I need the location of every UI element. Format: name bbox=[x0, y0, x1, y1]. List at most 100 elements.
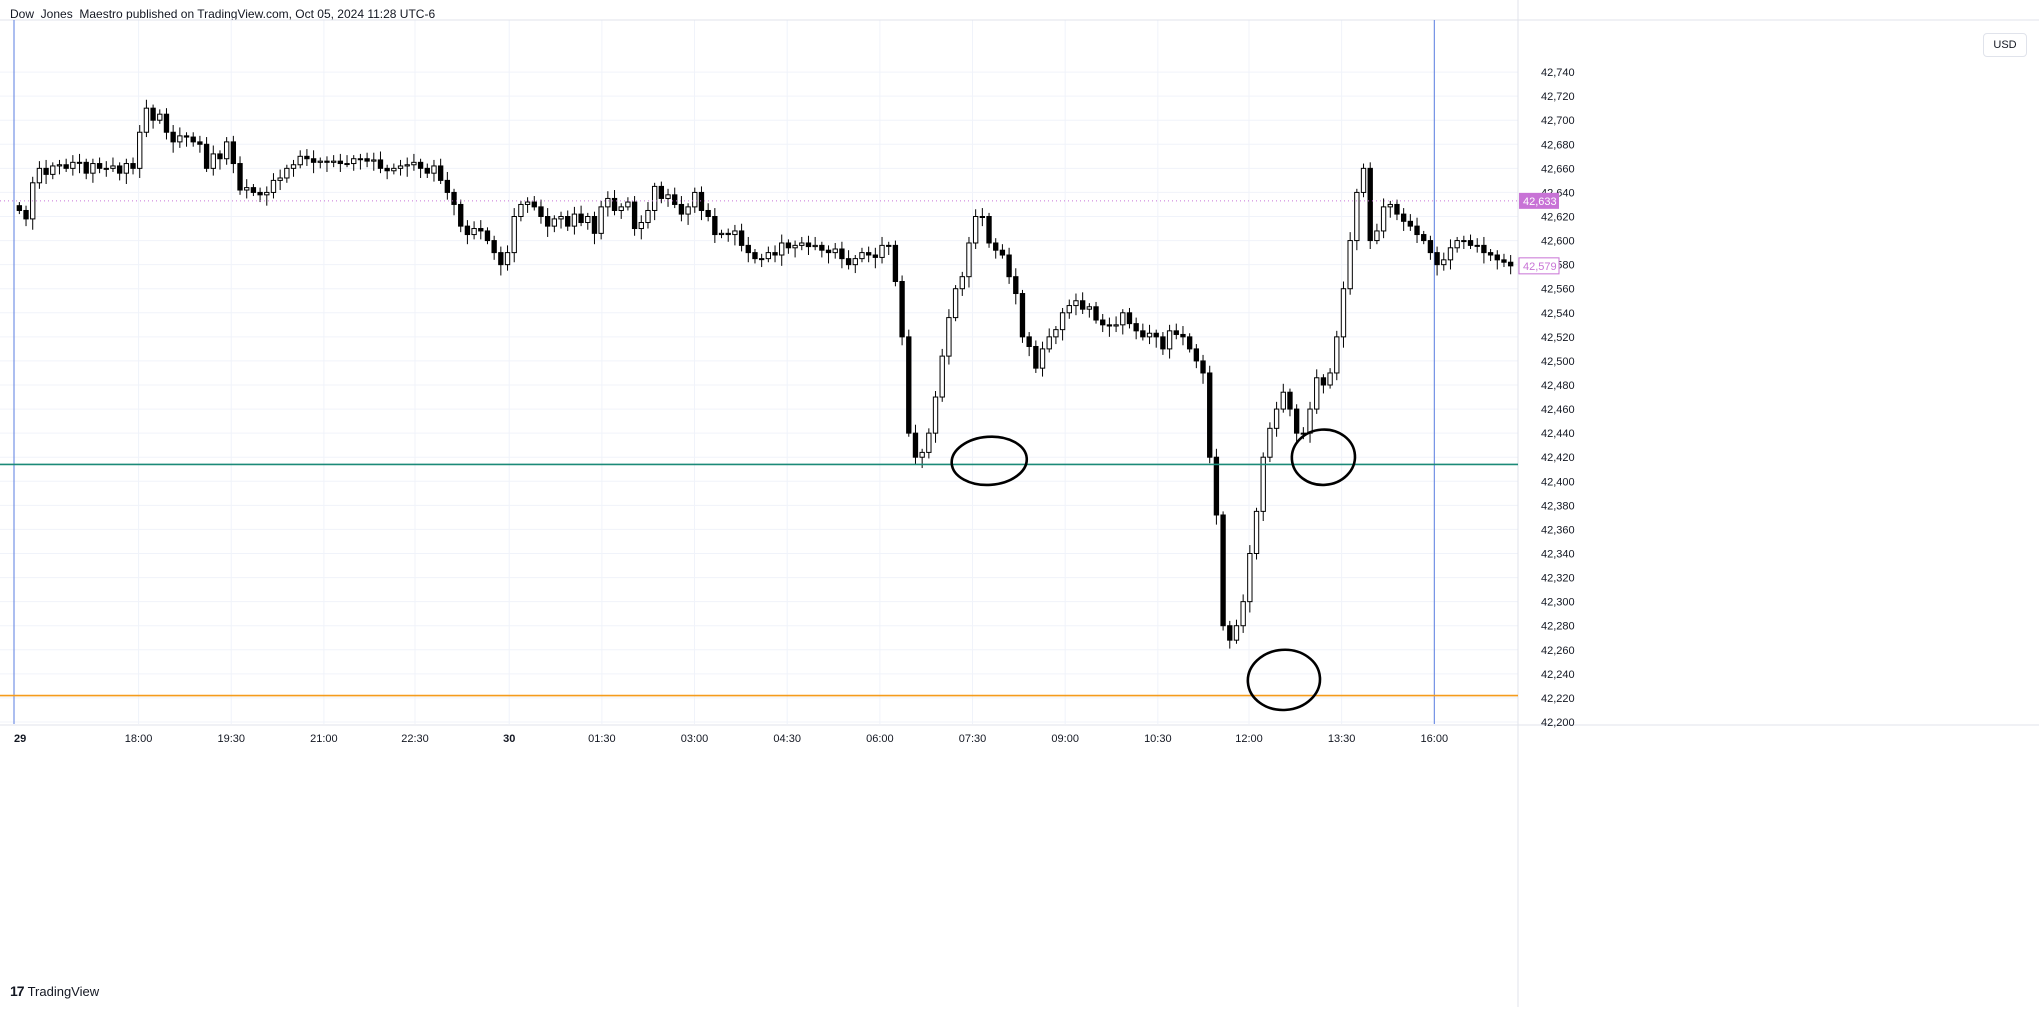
candle-up bbox=[90, 163, 96, 174]
candle-down bbox=[170, 131, 176, 143]
candle-down bbox=[1494, 254, 1500, 261]
price-tick-label: 42,560 bbox=[1541, 284, 1575, 296]
candle-down bbox=[892, 244, 899, 282]
candle-up bbox=[618, 206, 624, 211]
candle-down bbox=[1019, 293, 1026, 338]
candle-down bbox=[116, 165, 123, 174]
candle-up bbox=[210, 153, 216, 169]
candle-down bbox=[498, 252, 504, 266]
candle-down bbox=[23, 209, 29, 220]
candle-down bbox=[752, 252, 758, 260]
candle-up bbox=[411, 161, 417, 166]
time-tick-label: 13:30 bbox=[1328, 733, 1356, 745]
candle-down bbox=[464, 225, 471, 236]
candle-up bbox=[1120, 312, 1126, 326]
support-lines[interactable] bbox=[0, 200, 1518, 697]
candle-down bbox=[672, 194, 678, 205]
time-tick-label: 07:30 bbox=[959, 733, 987, 745]
candle-down bbox=[1407, 220, 1414, 227]
price-axis[interactable]: 42,74042,72042,70042,68042,66042,64042,6… bbox=[1518, 67, 1575, 729]
candle-up bbox=[504, 252, 511, 266]
candle-up bbox=[692, 191, 698, 208]
ghost-price-label: 42,579 bbox=[1523, 261, 1557, 273]
candle-up bbox=[70, 161, 76, 169]
time-tick-label: 30 bbox=[503, 733, 515, 745]
candle-down bbox=[1079, 300, 1086, 310]
candle-up bbox=[1059, 312, 1066, 331]
candle-down bbox=[1367, 167, 1373, 242]
candle-up bbox=[1053, 329, 1059, 338]
candle-up bbox=[123, 163, 130, 174]
candle-down bbox=[364, 158, 370, 162]
candle-up bbox=[979, 216, 986, 218]
candle-down bbox=[578, 213, 584, 224]
candle-up bbox=[1307, 408, 1313, 434]
candle-down bbox=[1106, 324, 1113, 327]
current-price-badge bbox=[1519, 192, 1559, 209]
candle-down bbox=[1414, 225, 1420, 236]
annotation-circle[interactable] bbox=[950, 434, 1029, 487]
candle-up bbox=[832, 248, 838, 254]
candle-down bbox=[63, 164, 69, 169]
candle-down bbox=[1126, 312, 1133, 325]
tradingview-logo[interactable]: 17 TradingView bbox=[10, 983, 99, 999]
candle-up bbox=[919, 451, 925, 458]
price-tick-label: 42,380 bbox=[1541, 500, 1575, 512]
candle-up bbox=[551, 218, 558, 227]
candle-down bbox=[772, 252, 778, 256]
price-tick-label: 42,460 bbox=[1541, 404, 1575, 416]
time-tick-label: 06:00 bbox=[866, 733, 894, 745]
candle-down bbox=[444, 179, 451, 193]
annotation-circle[interactable] bbox=[1290, 427, 1357, 487]
candle-down bbox=[531, 201, 537, 208]
candle-down bbox=[257, 191, 263, 196]
candle-up bbox=[585, 216, 591, 224]
candle-up bbox=[518, 203, 524, 217]
candle-up bbox=[317, 160, 323, 163]
candle-up bbox=[1360, 167, 1367, 193]
candle-up bbox=[36, 167, 43, 184]
price-tick-label: 42,620 bbox=[1541, 212, 1575, 224]
price-tick-label: 42,440 bbox=[1541, 428, 1575, 440]
candle-up bbox=[1454, 240, 1460, 249]
candle-down bbox=[1093, 306, 1099, 321]
candle-down bbox=[725, 232, 731, 236]
candle-down bbox=[591, 216, 598, 234]
candle-down bbox=[986, 216, 992, 244]
price-tick-label: 42,540 bbox=[1541, 308, 1575, 320]
candle-down bbox=[738, 230, 745, 246]
candle-down bbox=[825, 249, 832, 254]
candle-up bbox=[284, 167, 290, 179]
candle-down bbox=[1186, 336, 1193, 350]
candle-down bbox=[805, 242, 812, 248]
candle-down bbox=[130, 163, 136, 169]
candle-down bbox=[1180, 333, 1186, 338]
candle-down bbox=[310, 158, 317, 163]
currency-button[interactable]: USD bbox=[1983, 33, 2027, 57]
candle-down bbox=[304, 155, 310, 160]
candle-up bbox=[732, 230, 738, 236]
candle-down bbox=[785, 242, 792, 249]
candle-down bbox=[451, 191, 457, 205]
candle-up bbox=[1113, 324, 1119, 327]
time-axis[interactable]: 29 18:00 19:30 21:00 22:30 30 01:30 03:00 04:30 0… bbox=[14, 733, 1448, 745]
time-tick-label: 19:30 bbox=[217, 733, 245, 745]
candle-down bbox=[1026, 336, 1032, 347]
candle-up bbox=[638, 222, 644, 230]
annotation-circles[interactable] bbox=[950, 427, 1357, 712]
candle-up bbox=[143, 107, 150, 133]
candle-down bbox=[1207, 372, 1213, 458]
candle-up bbox=[397, 165, 404, 169]
annotation-circle[interactable] bbox=[1246, 647, 1322, 712]
candle-up bbox=[330, 160, 337, 163]
candle-up bbox=[157, 113, 163, 121]
candle-up bbox=[1441, 259, 1447, 266]
current-price-label: 42,633 bbox=[1523, 196, 1557, 208]
price-tick-label: 42,220 bbox=[1541, 693, 1575, 705]
candle-down bbox=[1100, 319, 1106, 326]
candle-up bbox=[598, 206, 604, 234]
candle-up bbox=[1247, 553, 1253, 603]
candle-down bbox=[337, 160, 344, 165]
